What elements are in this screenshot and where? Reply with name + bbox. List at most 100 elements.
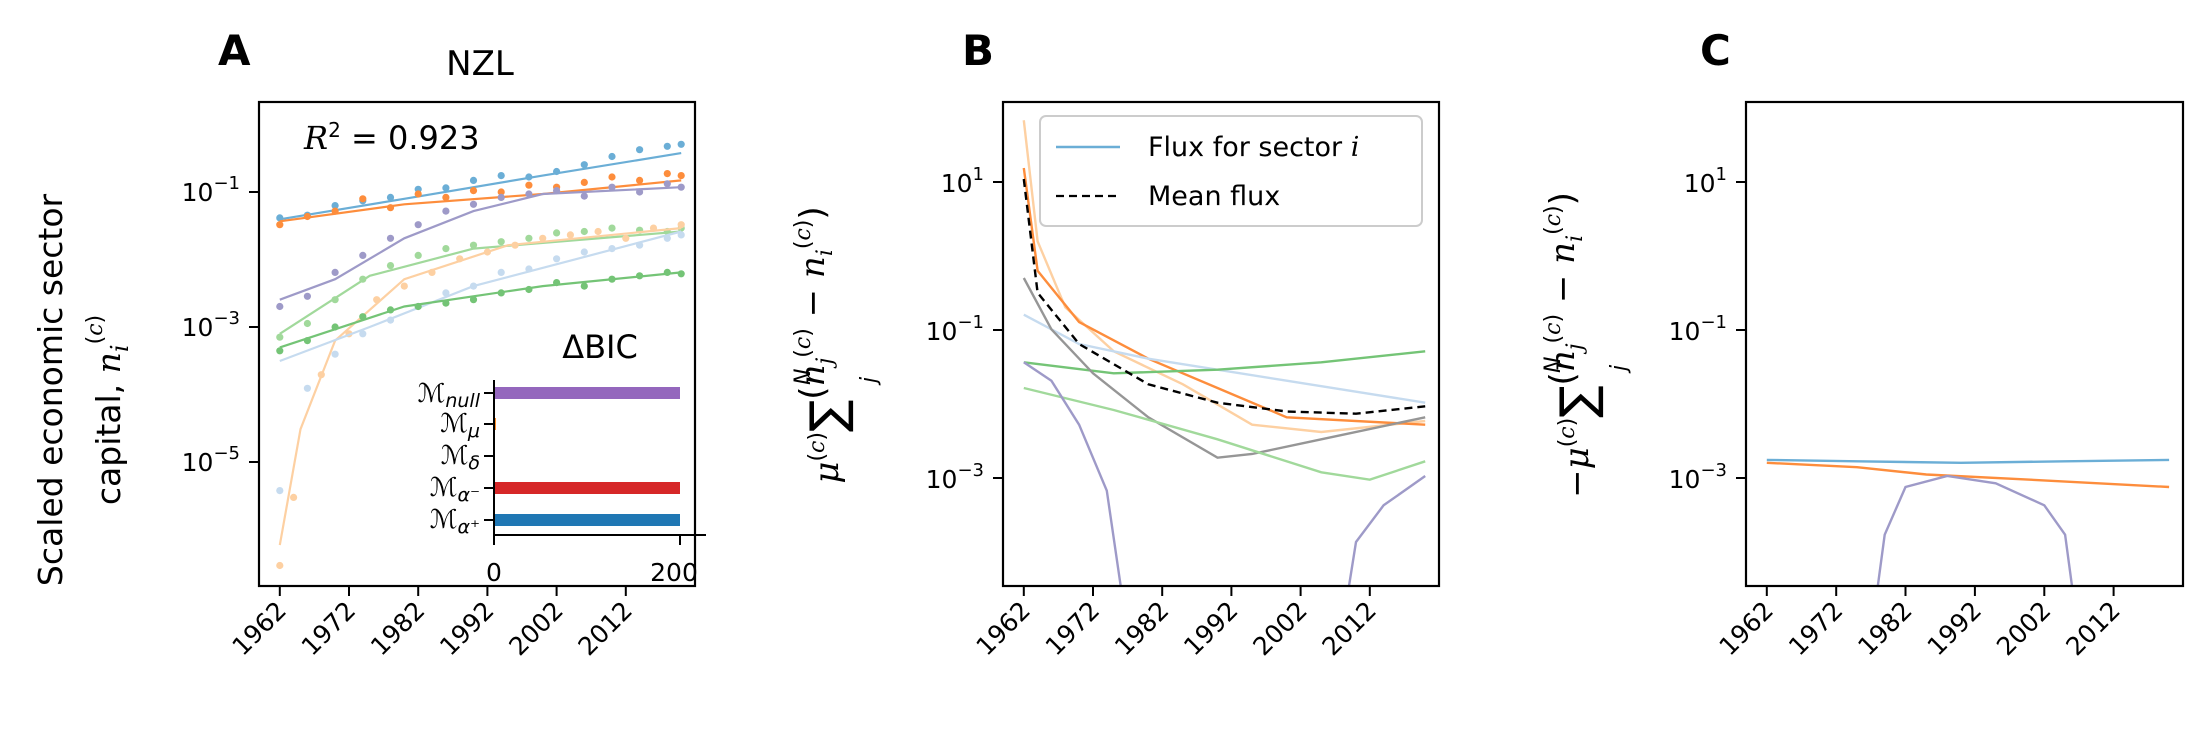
data-point — [525, 190, 533, 198]
legend-label-mean: Mean flux — [1148, 181, 1280, 212]
data-point — [469, 176, 478, 184]
data-point — [636, 272, 644, 280]
panel-a-xticks: 1962 1972 1982 1992 2002 2012 — [227, 586, 638, 661]
svg-text:−μ(c)∑(nj(c) − ni(c)): −μ(c)∑(nj(c) − ni(c)) — [1541, 192, 1606, 498]
inset-bar — [494, 482, 680, 494]
data-point — [580, 161, 588, 169]
data-point — [386, 234, 395, 242]
inset-label-delta: ℳδ — [441, 441, 480, 474]
ytick-a-3: 10−5 — [182, 443, 259, 477]
data-point — [428, 268, 436, 276]
svg-text:j: j — [1607, 364, 1632, 374]
data-point — [303, 212, 311, 221]
data-point — [414, 221, 422, 229]
data-point — [303, 384, 311, 392]
data-point — [553, 279, 561, 287]
data-point — [276, 561, 284, 570]
series-fit-line — [279, 186, 682, 301]
ytick-label-b-1: 101 — [941, 164, 984, 198]
data-point — [566, 231, 575, 239]
data-point — [331, 268, 339, 276]
panel-a-title: NZL — [446, 44, 514, 84]
sector-flux-line — [1766, 461, 2170, 489]
xtick-label: 2002 — [1991, 596, 2056, 661]
panel-b-yticks: 101 10−1 10−3 — [926, 164, 1003, 494]
panel-c-frame — [1744, 100, 2185, 588]
panel-a-ylabel: Scaled economic sector capital, ni(c) — [31, 193, 134, 586]
data-point — [386, 193, 395, 201]
inset-label-null: ℳnull — [418, 379, 481, 412]
data-point — [525, 234, 533, 242]
data-point — [497, 188, 505, 196]
data-point — [608, 245, 616, 253]
data-point — [497, 193, 505, 201]
xtick-label: 1992 — [1178, 596, 1243, 661]
data-point — [373, 296, 381, 304]
data-point — [553, 187, 561, 195]
data-point — [469, 241, 478, 249]
data-point — [663, 234, 671, 242]
data-point — [414, 302, 422, 311]
sector-flux-line — [1766, 458, 2170, 465]
xtick-label: 1962 — [1714, 596, 1779, 661]
data-point — [677, 270, 685, 278]
data-point — [386, 316, 395, 324]
xtick-label: 1992 — [434, 596, 499, 661]
svg-text:j: j — [857, 376, 882, 386]
ytick-label-a-2: 10−3 — [182, 308, 240, 342]
data-point — [580, 227, 588, 236]
ytick-label-b-2: 10−1 — [926, 312, 984, 346]
inset-label-alpha-minus: ℳα⁻ — [430, 473, 480, 506]
data-point — [580, 192, 588, 200]
svg-text:N: N — [1541, 357, 1566, 373]
data-point — [414, 251, 422, 259]
xtick-label: 2002 — [1247, 596, 1312, 661]
mean-flux-line — [1022, 178, 1426, 415]
data-point — [442, 184, 450, 192]
data-point — [400, 282, 408, 290]
data-point — [539, 234, 547, 242]
data-point — [649, 224, 658, 232]
sector-flux-line — [1023, 386, 1426, 481]
xtick-label: 2012 — [2060, 596, 2125, 661]
data-point — [594, 227, 602, 236]
data-point — [442, 245, 450, 253]
legend-label-flux: Flux for sector i — [1148, 132, 1359, 163]
data-point — [636, 146, 644, 154]
ylabel-a-line2: capital, ni(c) — [83, 315, 134, 505]
data-point — [331, 207, 339, 215]
data-point — [663, 142, 671, 150]
data-point — [442, 207, 450, 215]
data-point — [525, 173, 533, 181]
panel-b-plot-area — [1022, 120, 1426, 586]
ytick-label-c-3: 10−3 — [1669, 460, 1727, 494]
data-point — [469, 200, 478, 208]
data-point — [276, 302, 284, 311]
inset-bar — [494, 387, 680, 399]
panel-a-plot-area — [276, 140, 685, 570]
data-point — [622, 234, 630, 242]
ytick-label-a-3: 10−5 — [182, 443, 240, 477]
xtick-label: 1972 — [296, 596, 361, 661]
data-point — [359, 251, 367, 259]
inset-label-alpha-plus: ℳα⁺ — [430, 505, 480, 538]
data-point — [663, 170, 671, 178]
svg-text:μ(c)∑(nj(c) − ni(c)): μ(c)∑(nj(c) − ni(c)) — [791, 206, 856, 483]
panel-a-frame — [257, 100, 697, 588]
ytick-label-a-1: 10−1 — [182, 173, 240, 207]
data-point — [580, 178, 588, 186]
data-point — [553, 229, 561, 237]
data-point — [580, 282, 588, 290]
data-point — [386, 204, 395, 212]
data-point — [276, 333, 284, 341]
ytick-label-b-3: 10−3 — [926, 460, 984, 494]
xtick-label: 1982 — [1109, 596, 1174, 661]
data-point — [469, 296, 478, 304]
data-point — [414, 190, 422, 198]
data-point — [608, 173, 616, 181]
data-point — [525, 181, 533, 189]
panel-a-yticks: 10−1 10−3 10−5 — [182, 173, 259, 477]
data-point — [276, 347, 284, 355]
xtick-label: 1992 — [1922, 596, 1987, 661]
data-point — [663, 180, 671, 188]
